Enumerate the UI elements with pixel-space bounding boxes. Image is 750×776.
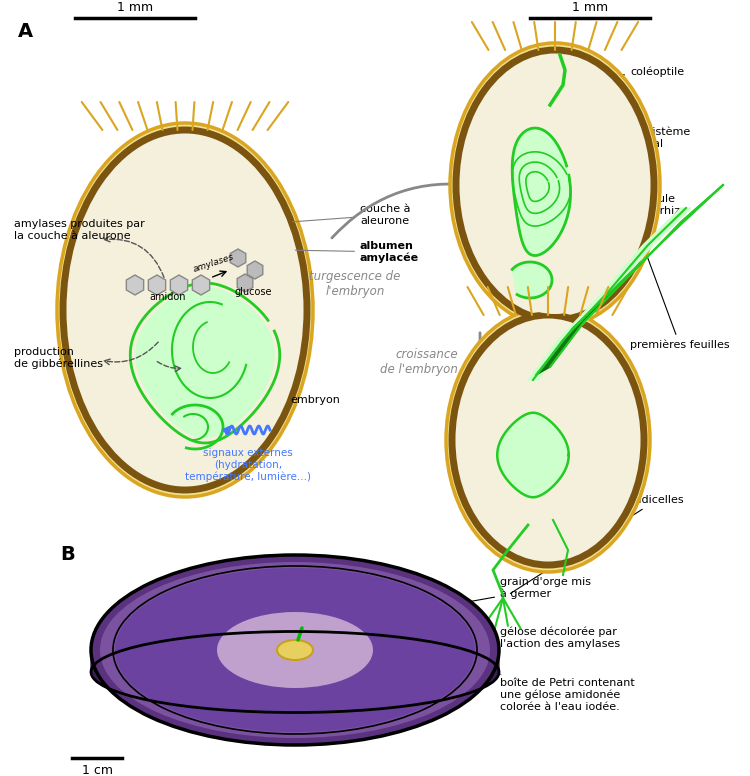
Ellipse shape — [63, 130, 307, 490]
Polygon shape — [192, 275, 210, 295]
Text: B: B — [60, 545, 75, 564]
Polygon shape — [148, 275, 166, 295]
Text: amidon: amidon — [150, 292, 186, 302]
Ellipse shape — [446, 308, 650, 572]
Text: albumen
amylacée: albumen amylacée — [286, 241, 419, 263]
Ellipse shape — [57, 123, 313, 497]
Text: méristème
apical: méristème apical — [573, 127, 690, 149]
Ellipse shape — [92, 626, 498, 706]
Ellipse shape — [92, 624, 498, 704]
Polygon shape — [512, 128, 571, 255]
Polygon shape — [126, 275, 144, 295]
Ellipse shape — [92, 616, 498, 696]
Text: production
de gibbérellines: production de gibbérellines — [14, 347, 103, 369]
Text: premières feuilles: premières feuilles — [630, 248, 730, 350]
Polygon shape — [170, 275, 188, 295]
Ellipse shape — [92, 632, 498, 712]
Ellipse shape — [92, 630, 498, 710]
Text: couche à
aleurone: couche à aleurone — [292, 204, 410, 226]
Polygon shape — [136, 287, 274, 438]
Polygon shape — [512, 262, 552, 298]
Polygon shape — [497, 413, 568, 497]
Ellipse shape — [92, 611, 498, 691]
Ellipse shape — [92, 612, 498, 691]
Ellipse shape — [277, 640, 313, 660]
Text: amylases produites par
la couche à aleurone: amylases produites par la couche à aleur… — [14, 219, 145, 241]
Polygon shape — [528, 208, 691, 380]
Ellipse shape — [91, 555, 499, 745]
Ellipse shape — [100, 562, 490, 738]
Ellipse shape — [92, 614, 498, 694]
Text: coléoptile: coléoptile — [568, 67, 684, 80]
Polygon shape — [248, 261, 262, 279]
Ellipse shape — [92, 631, 498, 711]
Text: turgescence de
l'embryon: turgescence de l'embryon — [309, 270, 401, 298]
Text: gélose décolorée par
l'action des amylases: gélose décolorée par l'action des amylas… — [366, 627, 620, 650]
Ellipse shape — [92, 618, 498, 698]
Ellipse shape — [92, 629, 498, 708]
Text: 1 mm: 1 mm — [572, 1, 608, 14]
Ellipse shape — [92, 619, 498, 699]
Text: radicule
coléorhize: radicule coléorhize — [578, 194, 687, 216]
Text: 1 mm: 1 mm — [117, 1, 153, 14]
Ellipse shape — [115, 568, 475, 732]
Ellipse shape — [217, 612, 373, 688]
Ellipse shape — [92, 617, 498, 697]
Text: signaux externes
(hydratation,
température, lumière...): signaux externes (hydratation, températu… — [185, 448, 311, 482]
Ellipse shape — [92, 622, 498, 702]
Ellipse shape — [461, 56, 649, 314]
Text: A: A — [18, 22, 33, 41]
Polygon shape — [237, 274, 253, 292]
Text: boîte de Petri contenant
une gélose amidonée
colorée à l'eau iodée.: boîte de Petri contenant une gélose amid… — [483, 669, 634, 712]
Text: embryon: embryon — [231, 390, 340, 405]
Ellipse shape — [92, 615, 498, 695]
Ellipse shape — [452, 315, 644, 565]
Ellipse shape — [457, 321, 639, 559]
Ellipse shape — [92, 622, 498, 701]
Text: amylases: amylases — [192, 252, 236, 274]
Polygon shape — [230, 249, 246, 267]
Polygon shape — [536, 185, 723, 375]
Text: glucose: glucose — [234, 287, 272, 297]
Text: 1 cm: 1 cm — [82, 764, 112, 776]
Text: grain d'orge mis
à germer: grain d'orge mis à germer — [303, 577, 591, 632]
Ellipse shape — [68, 136, 302, 484]
Ellipse shape — [92, 623, 498, 703]
Ellipse shape — [92, 620, 498, 700]
Polygon shape — [91, 609, 499, 672]
Ellipse shape — [92, 613, 498, 693]
Ellipse shape — [92, 625, 498, 705]
Text: radicelles: radicelles — [510, 495, 684, 594]
Ellipse shape — [92, 627, 498, 707]
Text: croissance
de l'embryon: croissance de l'embryon — [380, 348, 458, 376]
Ellipse shape — [92, 629, 498, 708]
Ellipse shape — [450, 43, 660, 327]
Ellipse shape — [456, 50, 654, 320]
